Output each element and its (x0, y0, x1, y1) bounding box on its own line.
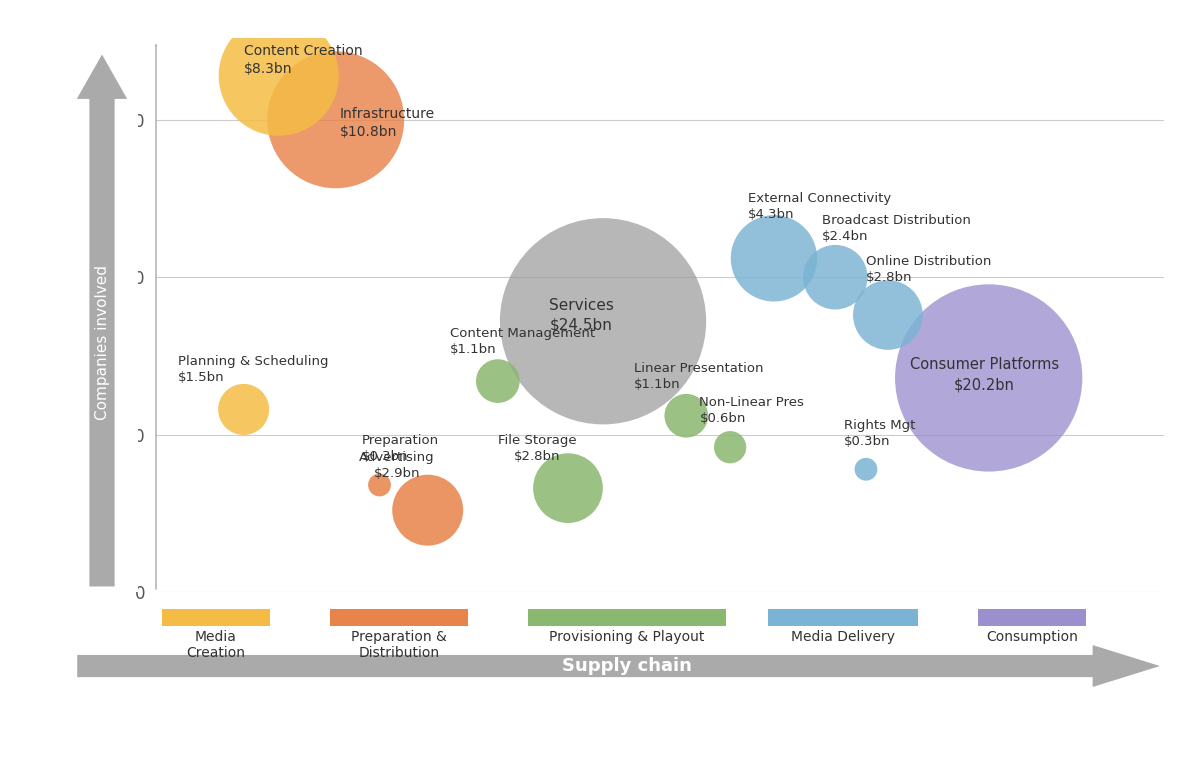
FancyArrow shape (77, 55, 127, 587)
Point (488, 375, 508, 387)
Text: Preparation
$0.3bn: Preparation $0.3bn (362, 434, 439, 463)
Point (234, 403, 253, 415)
Text: Content Management
$1.1bn: Content Management $1.1bn (450, 327, 595, 356)
Point (826, 271, 845, 283)
Point (878, 309, 898, 321)
Point (857, 463, 876, 475)
Text: Infrastructure
$10.8bn: Infrastructure $10.8bn (340, 107, 436, 139)
Point (418, 504, 437, 516)
Text: Supply chain: Supply chain (562, 657, 692, 675)
Text: Media
Creation: Media Creation (186, 630, 246, 660)
Text: Broadcast Distribution
$2.4bn: Broadcast Distribution $2.4bn (822, 213, 971, 243)
Text: External Connectivity
$4.3bn: External Connectivity $4.3bn (748, 191, 890, 221)
Point (370, 479, 389, 491)
Text: Online Distribution
$2.8bn: Online Distribution $2.8bn (866, 254, 991, 284)
Text: Planning & Scheduling
$1.5bn: Planning & Scheduling $1.5bn (178, 355, 329, 384)
Text: Media Delivery: Media Delivery (791, 630, 895, 644)
Text: Preparation &
Distribution: Preparation & Distribution (352, 630, 446, 660)
Text: Consumption: Consumption (986, 630, 1078, 644)
Point (594, 315, 613, 327)
Text: Linear Presentation
$1.1bn: Linear Presentation $1.1bn (634, 361, 763, 391)
Point (720, 441, 739, 453)
Text: Provisioning & Playout: Provisioning & Playout (550, 630, 704, 644)
Point (269, 70, 288, 82)
Text: File Storage
$2.8bn: File Storage $2.8bn (498, 434, 576, 463)
Point (558, 482, 577, 494)
Text: Consumer Platforms
$20.2bn: Consumer Platforms $20.2bn (910, 357, 1058, 392)
Text: Advertising
$2.9bn: Advertising $2.9bn (359, 451, 434, 480)
Text: Companies involved: Companies involved (95, 265, 109, 420)
FancyArrow shape (77, 645, 1160, 687)
Point (677, 410, 696, 422)
Text: Content Creation
$8.3bn: Content Creation $8.3bn (244, 44, 362, 76)
Text: Rights Mgt
$0.3bn: Rights Mgt $0.3bn (844, 420, 916, 449)
Point (979, 372, 998, 384)
Text: Services
$24.5bn: Services $24.5bn (548, 298, 613, 332)
Text: Non-Linear Pres
$0.6bn: Non-Linear Pres $0.6bn (700, 396, 804, 425)
Point (764, 252, 784, 264)
Point (326, 114, 346, 126)
